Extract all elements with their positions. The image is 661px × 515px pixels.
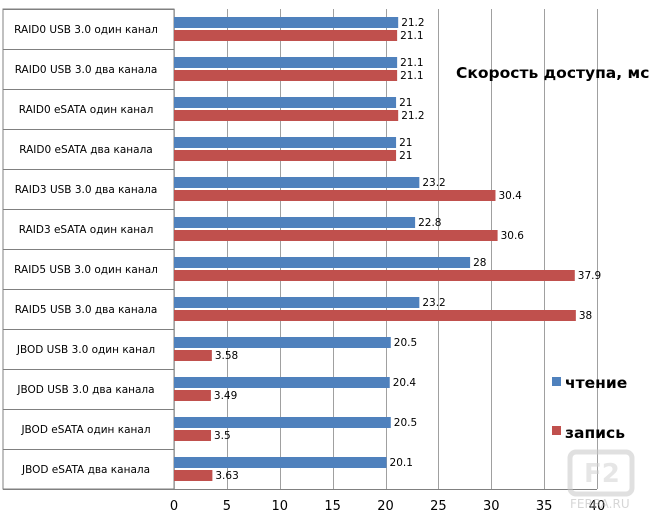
- watermark-logo: F2 FERRA.RU: [567, 449, 635, 511]
- category-label: RAID5 USB 3.0 два канала: [15, 304, 158, 316]
- bar-write: [174, 110, 399, 121]
- category-label: JBOD eSATA два канала: [21, 464, 150, 476]
- logo-icon: [567, 449, 635, 497]
- bar-read: [174, 257, 471, 268]
- bar-write: [174, 30, 398, 41]
- bar-write: [174, 390, 211, 401]
- x-tick-label: 10: [271, 499, 288, 514]
- bar-write: [174, 310, 576, 321]
- data-label-read: 23.2: [422, 297, 445, 309]
- x-tick-label: 20: [377, 499, 394, 514]
- category-label: RAID5 USB 3.0 один канал: [14, 264, 158, 276]
- x-tick-label: 40: [589, 499, 606, 514]
- bar-read: [174, 417, 391, 428]
- bar-read: [174, 57, 398, 68]
- category-label: RAID3 USB 3.0 два канала: [15, 184, 158, 196]
- data-label-write: 21.1: [400, 70, 423, 82]
- legend-swatch-read: [552, 377, 561, 386]
- bar-write: [174, 350, 212, 361]
- category-label: JBOD USB 3.0 два канала: [16, 384, 154, 396]
- data-label-write: 3.63: [215, 470, 238, 482]
- legend-label-write: запись: [565, 424, 625, 442]
- bar-read: [174, 337, 391, 348]
- x-tick-label: 0: [170, 499, 178, 514]
- data-label-write: 3.5: [214, 430, 231, 442]
- data-label-write: 3.49: [214, 390, 237, 402]
- data-label-read: 21.1: [400, 57, 423, 69]
- category-label: RAID0 USB 3.0 один канал: [14, 24, 158, 36]
- data-label-read: 28: [473, 257, 486, 269]
- data-label-write: 21.2: [401, 110, 424, 122]
- x-tick-label: 5: [223, 499, 231, 514]
- legend-swatch-write: [552, 426, 561, 435]
- legend: чтение запись: [552, 374, 627, 442]
- data-label-read: 20.4: [393, 377, 417, 389]
- data-label-read: 20.5: [394, 337, 417, 349]
- bar-read: [174, 297, 420, 308]
- data-label-write: 37.9: [578, 270, 601, 282]
- bar-write: [174, 270, 575, 281]
- data-label-read: 22.8: [418, 217, 441, 229]
- data-label-read: 21: [399, 137, 412, 149]
- watermark-text: FERRA.RU: [570, 497, 630, 511]
- bar-write: [174, 150, 397, 161]
- data-label-write: 30.6: [501, 230, 525, 242]
- legend-label-read: чтение: [565, 374, 627, 392]
- bar-write: [174, 430, 212, 441]
- bar-read: [174, 137, 397, 148]
- watermark-logo-text: F2: [584, 459, 620, 489]
- bar-write: [174, 230, 498, 241]
- data-label-read: 20.5: [394, 417, 417, 429]
- bar-read: [174, 217, 416, 228]
- bar-read: [174, 97, 397, 108]
- bar-write: [174, 70, 398, 81]
- bar-write: [174, 190, 496, 201]
- category-labels: RAID0 USB 3.0 один канал RAID0 USB 3.0 дв…: [14, 24, 158, 476]
- category-label: RAID3 eSATA один канал: [19, 224, 154, 236]
- data-label-write: 21: [399, 150, 412, 162]
- x-tick-label: 30: [483, 499, 500, 514]
- category-label: RAID0 eSATA два канала: [19, 144, 153, 156]
- x-tick-label: 15: [324, 499, 341, 514]
- data-label-write: 3.58: [215, 350, 238, 362]
- bar-read: [174, 377, 390, 388]
- data-label-read: 20.1: [390, 457, 413, 469]
- bar-write: [174, 470, 213, 481]
- data-label-read: 23.2: [422, 177, 445, 189]
- gridlines: [2, 8, 598, 490]
- chart-title: Скорость доступа, мс: [456, 64, 649, 82]
- category-label: RAID0 eSATA один канал: [19, 104, 154, 116]
- category-label: JBOD eSATA один канал: [20, 424, 150, 436]
- category-label: JBOD USB 3.0 один канал: [16, 344, 155, 356]
- data-label-read: 21: [399, 97, 412, 109]
- category-label: RAID0 USB 3.0 два канала: [15, 64, 158, 76]
- bar-read: [174, 457, 387, 468]
- value-labels: 21.221.121.121.12121.2212123.230.422.830…: [214, 17, 601, 482]
- x-tick-label: 35: [536, 499, 553, 514]
- bar-read: [174, 177, 420, 188]
- bar-read: [174, 17, 399, 28]
- x-axis-ticks: 0 5 10 15 20 25 30 35 40: [170, 499, 605, 514]
- data-label-write: 30.4: [498, 190, 522, 202]
- data-label-write: 21.1: [400, 30, 423, 42]
- bars: [174, 17, 576, 481]
- data-label-read: 21.2: [401, 17, 424, 29]
- data-label-write: 38: [579, 310, 592, 322]
- x-tick-label: 25: [430, 499, 447, 514]
